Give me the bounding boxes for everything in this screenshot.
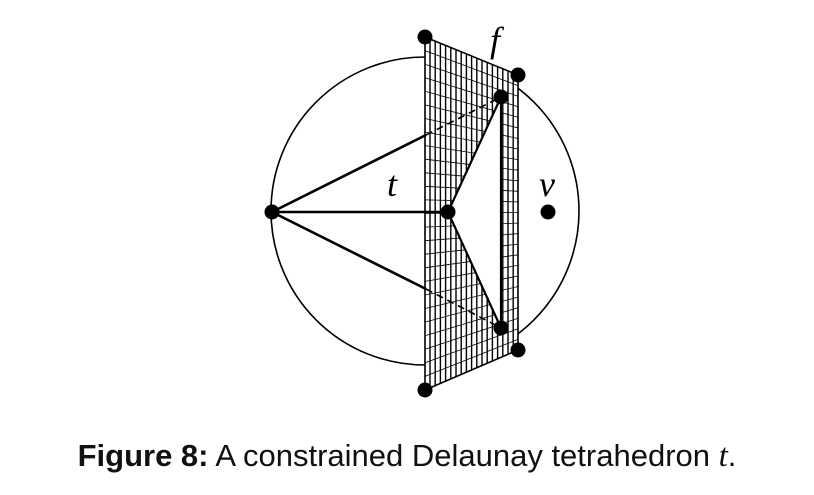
vertex-tet-center — [440, 204, 456, 220]
figure-number: Figure 8: — [77, 438, 209, 473]
edge-left-bottom — [271, 210, 427, 291]
vertex-face-bottom-left — [417, 382, 433, 398]
vertex-v — [540, 204, 556, 220]
vertex-face-top-left — [417, 29, 433, 45]
hatch-line-horizontal — [424, 307, 519, 337]
tetrahedron-hidden-edges — [425, 96, 502, 329]
caption-text: A constrained Delaunay tetrahedron — [215, 438, 710, 473]
label-v: v — [539, 164, 555, 204]
hatch-line-horizontal — [424, 275, 519, 296]
hatch-line-horizontal — [424, 131, 519, 150]
hatch-line-horizontal — [424, 286, 519, 309]
hatch-line-horizontal — [424, 296, 519, 323]
label-t: t — [387, 164, 398, 204]
hatch-line-horizontal — [424, 50, 519, 86]
vertex-tet-top — [493, 89, 509, 105]
label-f: f — [490, 20, 505, 60]
hidden-edge-bottom — [425, 288, 502, 329]
caption-math-t: t — [718, 438, 728, 474]
vertex-face-top-right — [510, 67, 526, 83]
tetrahedron-edges — [271, 133, 448, 291]
hidden-edge-top — [425, 96, 502, 136]
delaunay-diagram: f t v — [264, 20, 580, 398]
edge-left-top — [271, 133, 427, 214]
vertex-face-bottom-right — [510, 342, 526, 358]
caption-period: . — [727, 438, 737, 473]
hatch-line-horizontal — [424, 339, 519, 377]
vertex-tet-left — [264, 204, 280, 220]
vertices — [264, 29, 556, 398]
hatch-line-horizontal — [424, 118, 519, 139]
hatch-line-horizontal — [424, 104, 519, 129]
hatch-line-horizontal — [424, 145, 519, 160]
figure-caption: Figure 8: A constrained Delaunay tetrahe… — [0, 438, 814, 475]
vertex-tet-bottom — [493, 320, 509, 336]
hatch-line-horizontal — [424, 265, 519, 282]
hatch-line-horizontal — [424, 90, 519, 118]
tetrahedron-front-face — [446, 96, 503, 329]
